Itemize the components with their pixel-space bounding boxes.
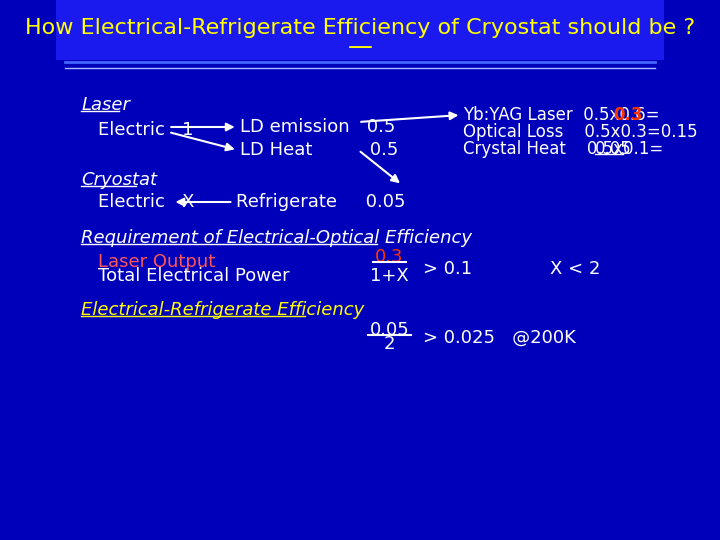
Text: 0.05: 0.05 — [595, 140, 631, 158]
Text: Electric   X: Electric X — [98, 193, 195, 211]
Text: Requirement of Electrical-Optical Efficiency: Requirement of Electrical-Optical Effici… — [81, 229, 472, 247]
Text: LD Heat          0.5: LD Heat 0.5 — [240, 141, 398, 159]
Text: Cryostat: Cryostat — [81, 171, 158, 189]
Text: Yb:YAG Laser  0.5x0.6=: Yb:YAG Laser 0.5x0.6= — [463, 106, 660, 124]
Text: 0.05: 0.05 — [369, 321, 410, 339]
Text: Laser Output: Laser Output — [98, 253, 215, 271]
Text: 0.3: 0.3 — [375, 248, 404, 266]
Text: 2: 2 — [384, 335, 395, 353]
Text: Optical Loss    0.5x0.3=0.15: Optical Loss 0.5x0.3=0.15 — [463, 123, 698, 141]
Text: LD emission   0.5: LD emission 0.5 — [240, 118, 395, 136]
Text: 1+X: 1+X — [370, 267, 409, 285]
Text: —: — — [348, 35, 372, 59]
Text: > 0.1: > 0.1 — [423, 260, 472, 278]
Text: Electrical-Refrigerate Efficiency: Electrical-Refrigerate Efficiency — [81, 301, 364, 319]
Text: 0.3: 0.3 — [613, 106, 643, 124]
Text: X < 2: X < 2 — [550, 260, 600, 278]
Text: Laser: Laser — [81, 96, 130, 114]
Text: Total Electrical Power: Total Electrical Power — [98, 267, 290, 285]
Text: How Electrical-Refrigerate Efficiency of Cryostat should be ?: How Electrical-Refrigerate Efficiency of… — [25, 18, 695, 38]
Text: Electric   1: Electric 1 — [98, 121, 194, 139]
Text: Crystal Heat    0.5x0.1=: Crystal Heat 0.5x0.1= — [463, 140, 663, 158]
Text: > 0.025   @200K: > 0.025 @200K — [423, 329, 576, 347]
FancyBboxPatch shape — [56, 0, 664, 60]
Text: Refrigerate     0.05: Refrigerate 0.05 — [236, 193, 405, 211]
